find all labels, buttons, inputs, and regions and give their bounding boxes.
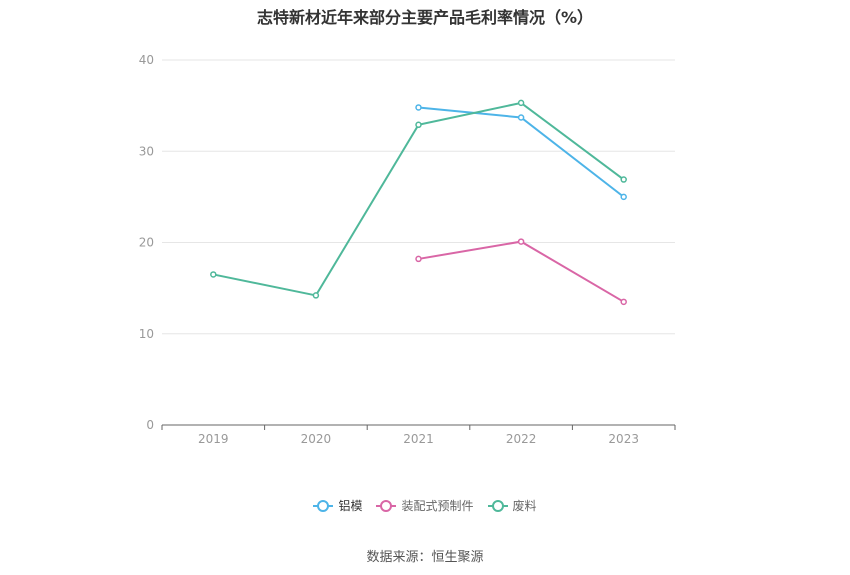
data-point[interactable]: [620, 176, 627, 183]
data-point[interactable]: [620, 298, 627, 306]
data-point[interactable]: [415, 121, 422, 129]
x-tick-label: 2020: [301, 432, 332, 446]
legend-label: 废料: [512, 499, 537, 513]
source-note: 数据来源：恒生聚源: [366, 550, 484, 565]
y-tick-label: 10: [139, 327, 154, 341]
series-2: [210, 99, 627, 299]
legend: 铝模 装配式预制件 废料: [0, 497, 850, 514]
series-layer: [210, 99, 627, 306]
x-tick-label: 2023: [608, 432, 639, 446]
data-point[interactable]: [415, 255, 422, 263]
grid-layer: [162, 59, 675, 335]
legend-item[interactable]: 废料: [487, 497, 537, 514]
series-0: [415, 104, 627, 201]
data-point[interactable]: [517, 238, 525, 245]
data-point[interactable]: [210, 271, 217, 278]
axis-layer: 0 10 20 30 40 2019 2020 2021 2022 2023: [139, 53, 676, 446]
legend-item[interactable]: 装配式预制件: [376, 497, 474, 514]
series-1: [415, 238, 627, 306]
legend-label: 铝模: [338, 499, 363, 513]
legend-label: 装配式预制件: [401, 499, 474, 513]
legend-marker-icon: [313, 499, 334, 512]
data-point[interactable]: [415, 104, 422, 111]
chart-title: 志特新材近年来部分主要产品毛利率情况（%）: [256, 8, 594, 27]
data-point[interactable]: [620, 193, 627, 201]
x-tick-label: 2019: [198, 432, 229, 446]
data-point[interactable]: [517, 114, 525, 121]
data-point[interactable]: [517, 99, 525, 107]
data-point[interactable]: [312, 292, 320, 299]
y-tick-label: 0: [146, 418, 154, 432]
y-tick-label: 30: [139, 144, 154, 158]
line-chart: 0 10 20 30 40 2019 2020 2021 2022 2023: [139, 53, 676, 446]
y-tick-label: 20: [139, 236, 154, 250]
series-line: [418, 106, 625, 198]
legend-item[interactable]: 铝模: [313, 497, 362, 514]
x-tick-label: 2022: [506, 432, 537, 446]
series-line: [418, 240, 625, 303]
legend-marker-icon: [376, 499, 397, 512]
y-tick-label: 40: [139, 53, 154, 67]
legend-marker-icon: [487, 499, 508, 512]
x-tick-label: 2021: [403, 432, 434, 446]
